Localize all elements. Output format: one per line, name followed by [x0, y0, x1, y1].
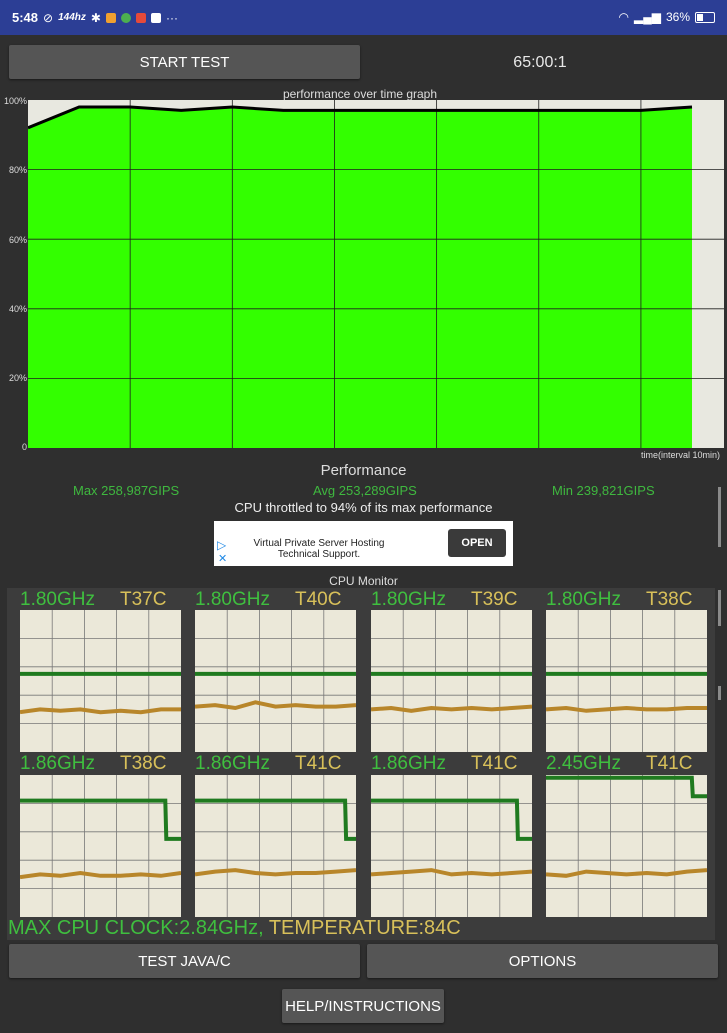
max-cpu-clock: MAX CPU CLOCK:2.84GHz,: [8, 917, 264, 939]
avg-performance: Avg 253,289GIPS: [313, 483, 417, 498]
y-tick-80: 80%: [8, 165, 27, 175]
scrollbar-top[interactable]: [718, 487, 721, 547]
core-7-temperature: T41C: [471, 753, 518, 774]
battery-icon: [695, 11, 715, 23]
core-3-temperature-line: [371, 704, 532, 713]
start-test-button[interactable]: START TEST: [9, 45, 360, 79]
core-6-frequency-line: [195, 798, 356, 841]
core-5-temperature-line: [20, 870, 181, 880]
core-2-temperature-line: [195, 700, 356, 711]
clock: 5:48: [12, 10, 39, 25]
core-4-frequency: 1.80GHz: [546, 589, 621, 610]
core-7-frequency: 1.86GHz: [371, 753, 446, 774]
core-3-frequency: 1.80GHz: [371, 589, 446, 610]
scrollbar-monitor[interactable]: [718, 590, 721, 626]
test-timer: 65:00:1: [513, 54, 567, 71]
y-tick-20: 20%: [8, 373, 27, 383]
signal-icon: ▂▄▆: [634, 10, 661, 24]
y-tick-0: 0: [21, 442, 27, 452]
core-2-temperature: T40C: [295, 589, 342, 610]
help-instructions-button[interactable]: HELP/INSTRUCTIONS: [282, 989, 444, 1023]
min-performance: Min 239,821GIPS: [552, 483, 655, 498]
core-8-temperature: T41C: [646, 753, 693, 774]
core-4-graph: [546, 610, 707, 752]
options-button[interactable]: OPTIONS: [367, 944, 718, 978]
y-tick-100: 100%: [3, 96, 27, 106]
core-7-graph: [371, 775, 532, 917]
core-1-temperature-line: [20, 707, 181, 715]
chrome-icon: [120, 12, 131, 23]
throttle-message: CPU throttled to 94% of its max performa…: [234, 500, 493, 515]
graph-title: performance over time graph: [282, 87, 438, 101]
core-7-frequency-line: [371, 798, 532, 841]
core-1-temperature: T37C: [120, 589, 167, 610]
app-icon: [105, 12, 116, 23]
y-tick-60: 60%: [8, 235, 27, 245]
battery-percent: 36%: [665, 10, 690, 24]
core-6-temperature: T41C: [295, 753, 342, 774]
performance-graph: time(interval 10min): [28, 100, 724, 460]
core-2-graph: [195, 610, 356, 752]
core-2-frequency: 1.80GHz: [195, 589, 270, 610]
photos-icon: [135, 12, 146, 23]
core-3-graph: [371, 610, 532, 752]
core-5-frequency-line: [20, 798, 181, 841]
max-temperature: TEMPERATURE:84C: [268, 917, 461, 939]
core-8-frequency: 2.45GHz: [546, 753, 621, 774]
test-java-button[interactable]: TEST JAVA/C: [9, 944, 360, 978]
core-8-temperature-line: [546, 868, 707, 878]
core-5-graph: [20, 775, 181, 917]
ad-line-1: Virtual Private Server Hosting: [253, 538, 385, 549]
core-6-frequency: 1.86GHz: [195, 753, 270, 774]
max-performance: Max 258,987GIPS: [73, 483, 180, 498]
core-8-graph: [546, 775, 707, 917]
core-5-frequency: 1.86GHz: [20, 753, 95, 774]
performance-area-fill: [28, 107, 692, 448]
scrollbar-monitor-mid[interactable]: [718, 686, 721, 700]
core-5-temperature: T38C: [120, 753, 167, 774]
core-4-temperature-line: [546, 705, 707, 713]
core-3-temperature: T39C: [471, 589, 518, 610]
performance-area: [28, 107, 692, 448]
graph-grid: [28, 100, 724, 448]
core-8-frequency-line: [546, 775, 707, 799]
core-1-graph: [20, 610, 181, 752]
ad-close-icon[interactable]: ✕: [218, 553, 228, 565]
ad-banner[interactable]: ▷ ✕ Virtual Private Server Hosting Techn…: [214, 521, 513, 566]
gmail-icon: [150, 12, 161, 23]
core-1-frequency: 1.80GHz: [20, 589, 95, 610]
core-7-temperature-line: [371, 868, 532, 877]
ad-play-icon: ▷: [217, 538, 227, 552]
wifi-icon: ◠: [618, 10, 629, 24]
core-4-temperature: T38C: [646, 589, 693, 610]
alarm-off-icon: ⊘: [43, 10, 54, 25]
144hz-icon: 144hz: [58, 12, 86, 23]
core-6-temperature-line: [195, 868, 356, 877]
core-6-graph: [195, 775, 356, 917]
y-tick-40: 40%: [8, 304, 27, 314]
ad-line-2: Technical Support.: [277, 549, 361, 560]
settings-icon: ✱: [90, 10, 101, 25]
more-icon: ···: [165, 10, 178, 25]
status-bar: 5:48 ⊘ 144hz ✱ ··· ◠ ▂▄▆ 36%: [0, 0, 727, 35]
max-cpu-line: MAX CPU CLOCK:2.84GHz, TEMPERATURE:84C: [8, 917, 461, 940]
ad-open-button[interactable]: OPEN: [448, 529, 506, 557]
performance-label: Performance: [320, 462, 407, 479]
performance-line: [28, 105, 693, 130]
x-axis-label: time(interval 10min): [641, 450, 720, 460]
cpu-monitor-title: CPU Monitor: [329, 574, 398, 588]
